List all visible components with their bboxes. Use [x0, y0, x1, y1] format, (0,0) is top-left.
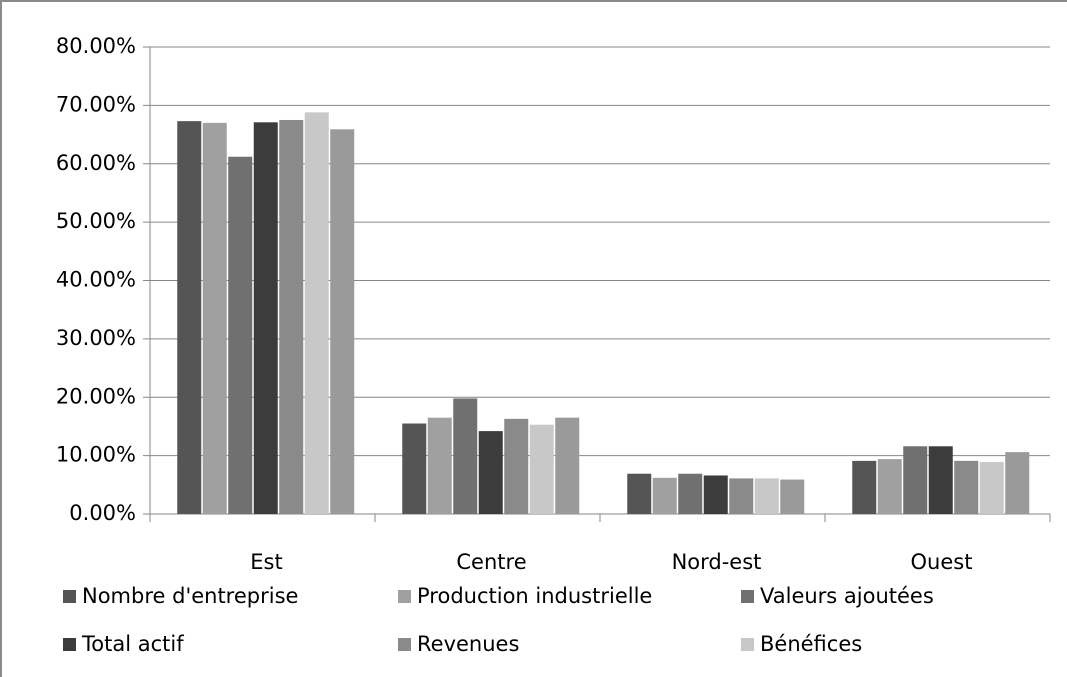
bar [529, 424, 554, 514]
legend-label: Production industrielle [417, 584, 652, 608]
bar [279, 119, 304, 514]
bar [478, 431, 503, 514]
bar [202, 122, 227, 514]
bar [954, 460, 979, 514]
bar [678, 473, 703, 514]
bar [304, 112, 329, 514]
legend-swatch [63, 638, 76, 651]
x-tick-label: Est [250, 550, 282, 574]
legend-swatch [398, 590, 411, 603]
y-tick-label: 10.00% [56, 443, 136, 467]
bar [555, 417, 580, 514]
bar [177, 121, 202, 514]
legend-swatch [398, 638, 411, 651]
y-tick-label: 80.00% [56, 34, 136, 58]
bar [903, 446, 928, 514]
legend-label: Bénéfices [760, 632, 862, 656]
y-tick-label: 20.00% [56, 384, 136, 408]
bar [703, 475, 728, 514]
y-tick-label: 50.00% [56, 209, 136, 233]
bar [253, 122, 278, 515]
y-tick-label: 30.00% [56, 326, 136, 350]
bar [453, 398, 478, 514]
bar [852, 460, 877, 514]
bar [627, 473, 652, 514]
x-tick-label: Centre [456, 550, 526, 574]
bar [979, 462, 1004, 514]
bar [754, 478, 779, 514]
legend-swatch [741, 638, 754, 651]
bar [652, 477, 677, 514]
bar [504, 418, 529, 514]
legend-label: Total actif [81, 632, 184, 656]
x-tick-label: Nord-est [672, 550, 762, 574]
bar [427, 417, 452, 514]
y-tick-label: 60.00% [56, 151, 136, 175]
bar [1005, 452, 1030, 514]
legend-label: Nombre d'entreprise [82, 584, 298, 608]
y-tick-label: 0.00% [69, 501, 136, 525]
bar [780, 479, 805, 514]
legend-swatch [741, 590, 754, 603]
legend-label: Valeurs ajoutées [760, 584, 934, 608]
bar [228, 156, 253, 514]
x-tick-label: Ouest [911, 550, 973, 574]
bar [402, 423, 427, 514]
bar [330, 129, 355, 514]
legend-swatch [63, 590, 76, 603]
bar [729, 478, 754, 514]
bar [877, 459, 902, 514]
y-tick-label: 40.00% [56, 268, 136, 292]
y-tick-label: 70.00% [56, 92, 136, 116]
bar [928, 446, 953, 514]
legend-label: Revenues [417, 632, 519, 656]
